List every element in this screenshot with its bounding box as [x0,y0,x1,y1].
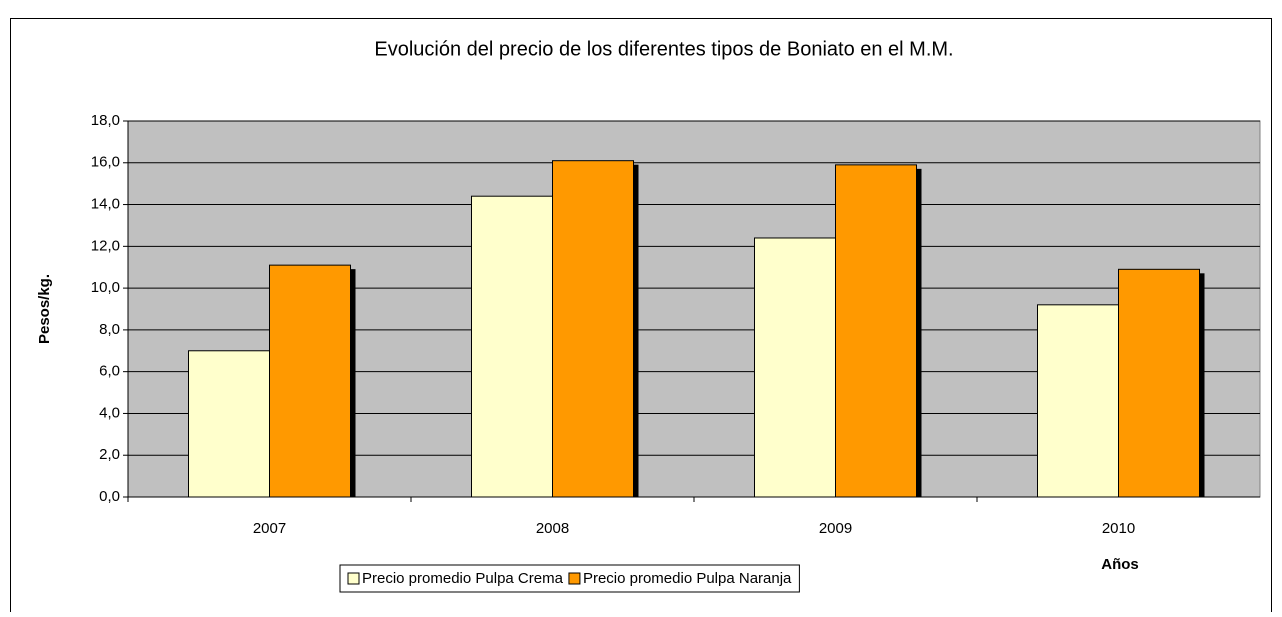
bar [188,350,270,498]
legend-label: Precio promedio Pulpa Crema [362,570,564,587]
bar [1037,304,1119,498]
y-tick-label: 18,0 [91,112,120,129]
y-tick-label: 0,0 [99,488,120,505]
y-tick-label: 6,0 [99,363,120,380]
legend-label: Precio promedio Pulpa Naranja [583,570,792,587]
x-tick-label: 2008 [536,520,569,537]
y-tick-label: 14,0 [91,196,120,213]
bar [754,237,836,498]
x-tick-label: 2010 [1102,520,1135,537]
bar [471,195,553,498]
bar [1118,268,1200,498]
y-tick-label: 16,0 [91,154,120,171]
y-tick-label: 4,0 [99,404,120,421]
bar [269,264,351,498]
y-tick-label: 2,0 [99,446,120,463]
legend-swatch [347,572,360,585]
x-tick-label: 2007 [253,520,286,537]
chart-title: Evolución del precio de los diferentes t… [374,38,953,60]
x-axis-label: Años [1101,556,1139,573]
bar [835,164,917,498]
x-tick-label: 2009 [819,520,852,537]
y-tick-label: 8,0 [99,321,120,338]
y-tick-label: 10,0 [91,279,120,296]
y-tick-label: 12,0 [91,237,120,254]
bar [552,160,634,498]
y-axis-label: Pesos/kg. [36,274,53,344]
legend-swatch [568,572,581,585]
